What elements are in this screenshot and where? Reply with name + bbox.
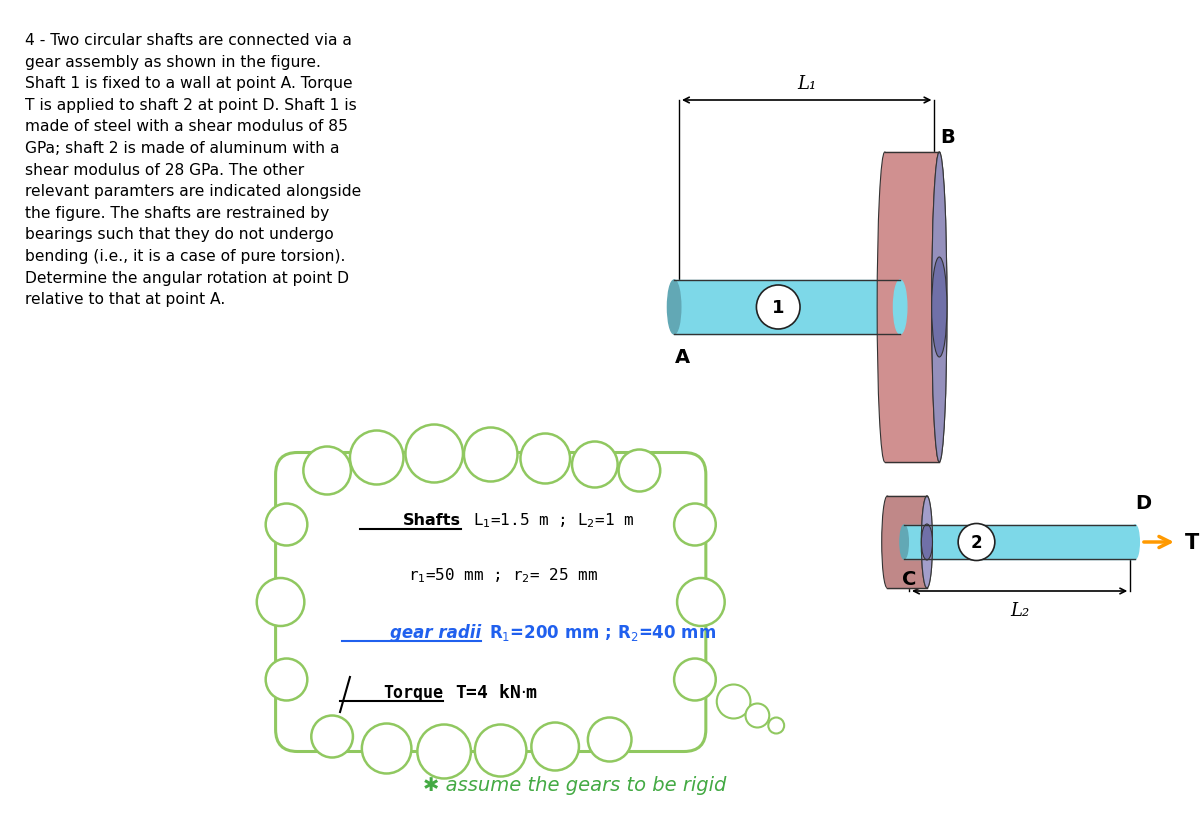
Ellipse shape <box>931 153 947 462</box>
Circle shape <box>768 718 784 734</box>
Circle shape <box>475 724 527 777</box>
Circle shape <box>716 685 750 719</box>
Text: r$_1$=50 mm ; r$_2$= 25 mm: r$_1$=50 mm ; r$_2$= 25 mm <box>408 566 598 585</box>
Circle shape <box>464 428 517 482</box>
Ellipse shape <box>1130 525 1139 559</box>
Text: A: A <box>674 347 690 366</box>
Circle shape <box>958 523 995 561</box>
Circle shape <box>572 442 618 488</box>
Text: ✱ assume the gears to be rigid: ✱ assume the gears to be rigid <box>424 776 727 795</box>
Circle shape <box>674 504 715 546</box>
Ellipse shape <box>882 496 893 588</box>
Bar <box>904 525 1135 559</box>
Circle shape <box>756 285 800 330</box>
Text: R$_1$=200 mm ; R$_2$=40 mm: R$_1$=200 mm ; R$_2$=40 mm <box>488 622 716 643</box>
Ellipse shape <box>894 280 907 335</box>
FancyBboxPatch shape <box>276 453 706 752</box>
Circle shape <box>265 658 307 700</box>
Circle shape <box>521 434 570 484</box>
Text: C: C <box>902 569 917 588</box>
Circle shape <box>619 450 660 492</box>
Circle shape <box>304 447 350 495</box>
Circle shape <box>588 718 631 762</box>
Bar <box>884 153 940 462</box>
Circle shape <box>745 704 769 728</box>
Text: gear radii: gear radii <box>390 624 481 641</box>
Ellipse shape <box>931 153 947 462</box>
Circle shape <box>674 658 715 700</box>
Bar <box>674 280 900 335</box>
Text: L$_1$=1.5 m ; L$_2$=1 m: L$_1$=1.5 m ; L$_2$=1 m <box>473 511 634 530</box>
Text: Shafts: Shafts <box>403 513 461 528</box>
Ellipse shape <box>877 153 893 462</box>
Circle shape <box>265 504 307 546</box>
Circle shape <box>362 724 412 773</box>
Ellipse shape <box>922 496 932 588</box>
Text: L₁: L₁ <box>797 75 816 93</box>
Text: 4 - Two circular shafts are connected via a
gear assembly as shown in the figure: 4 - Two circular shafts are connected vi… <box>25 33 361 307</box>
Circle shape <box>418 724 470 778</box>
Text: 1: 1 <box>772 299 785 317</box>
Ellipse shape <box>667 280 680 335</box>
Ellipse shape <box>922 524 932 561</box>
Text: T=4 kN$\cdot$m: T=4 kN$\cdot$m <box>455 683 538 701</box>
Ellipse shape <box>922 496 932 588</box>
Circle shape <box>350 431 403 485</box>
Circle shape <box>532 723 578 771</box>
Circle shape <box>311 715 353 758</box>
Bar <box>887 496 926 588</box>
Circle shape <box>257 578 305 626</box>
Ellipse shape <box>900 525 908 559</box>
Text: B: B <box>940 128 955 147</box>
Circle shape <box>677 578 725 626</box>
Text: D: D <box>1135 494 1151 513</box>
Text: L₂: L₂ <box>1010 601 1030 619</box>
Text: 2: 2 <box>971 533 983 552</box>
Text: Torque: Torque <box>383 683 443 701</box>
Text: T: T <box>1184 533 1199 552</box>
Circle shape <box>406 425 463 483</box>
Ellipse shape <box>931 258 947 357</box>
